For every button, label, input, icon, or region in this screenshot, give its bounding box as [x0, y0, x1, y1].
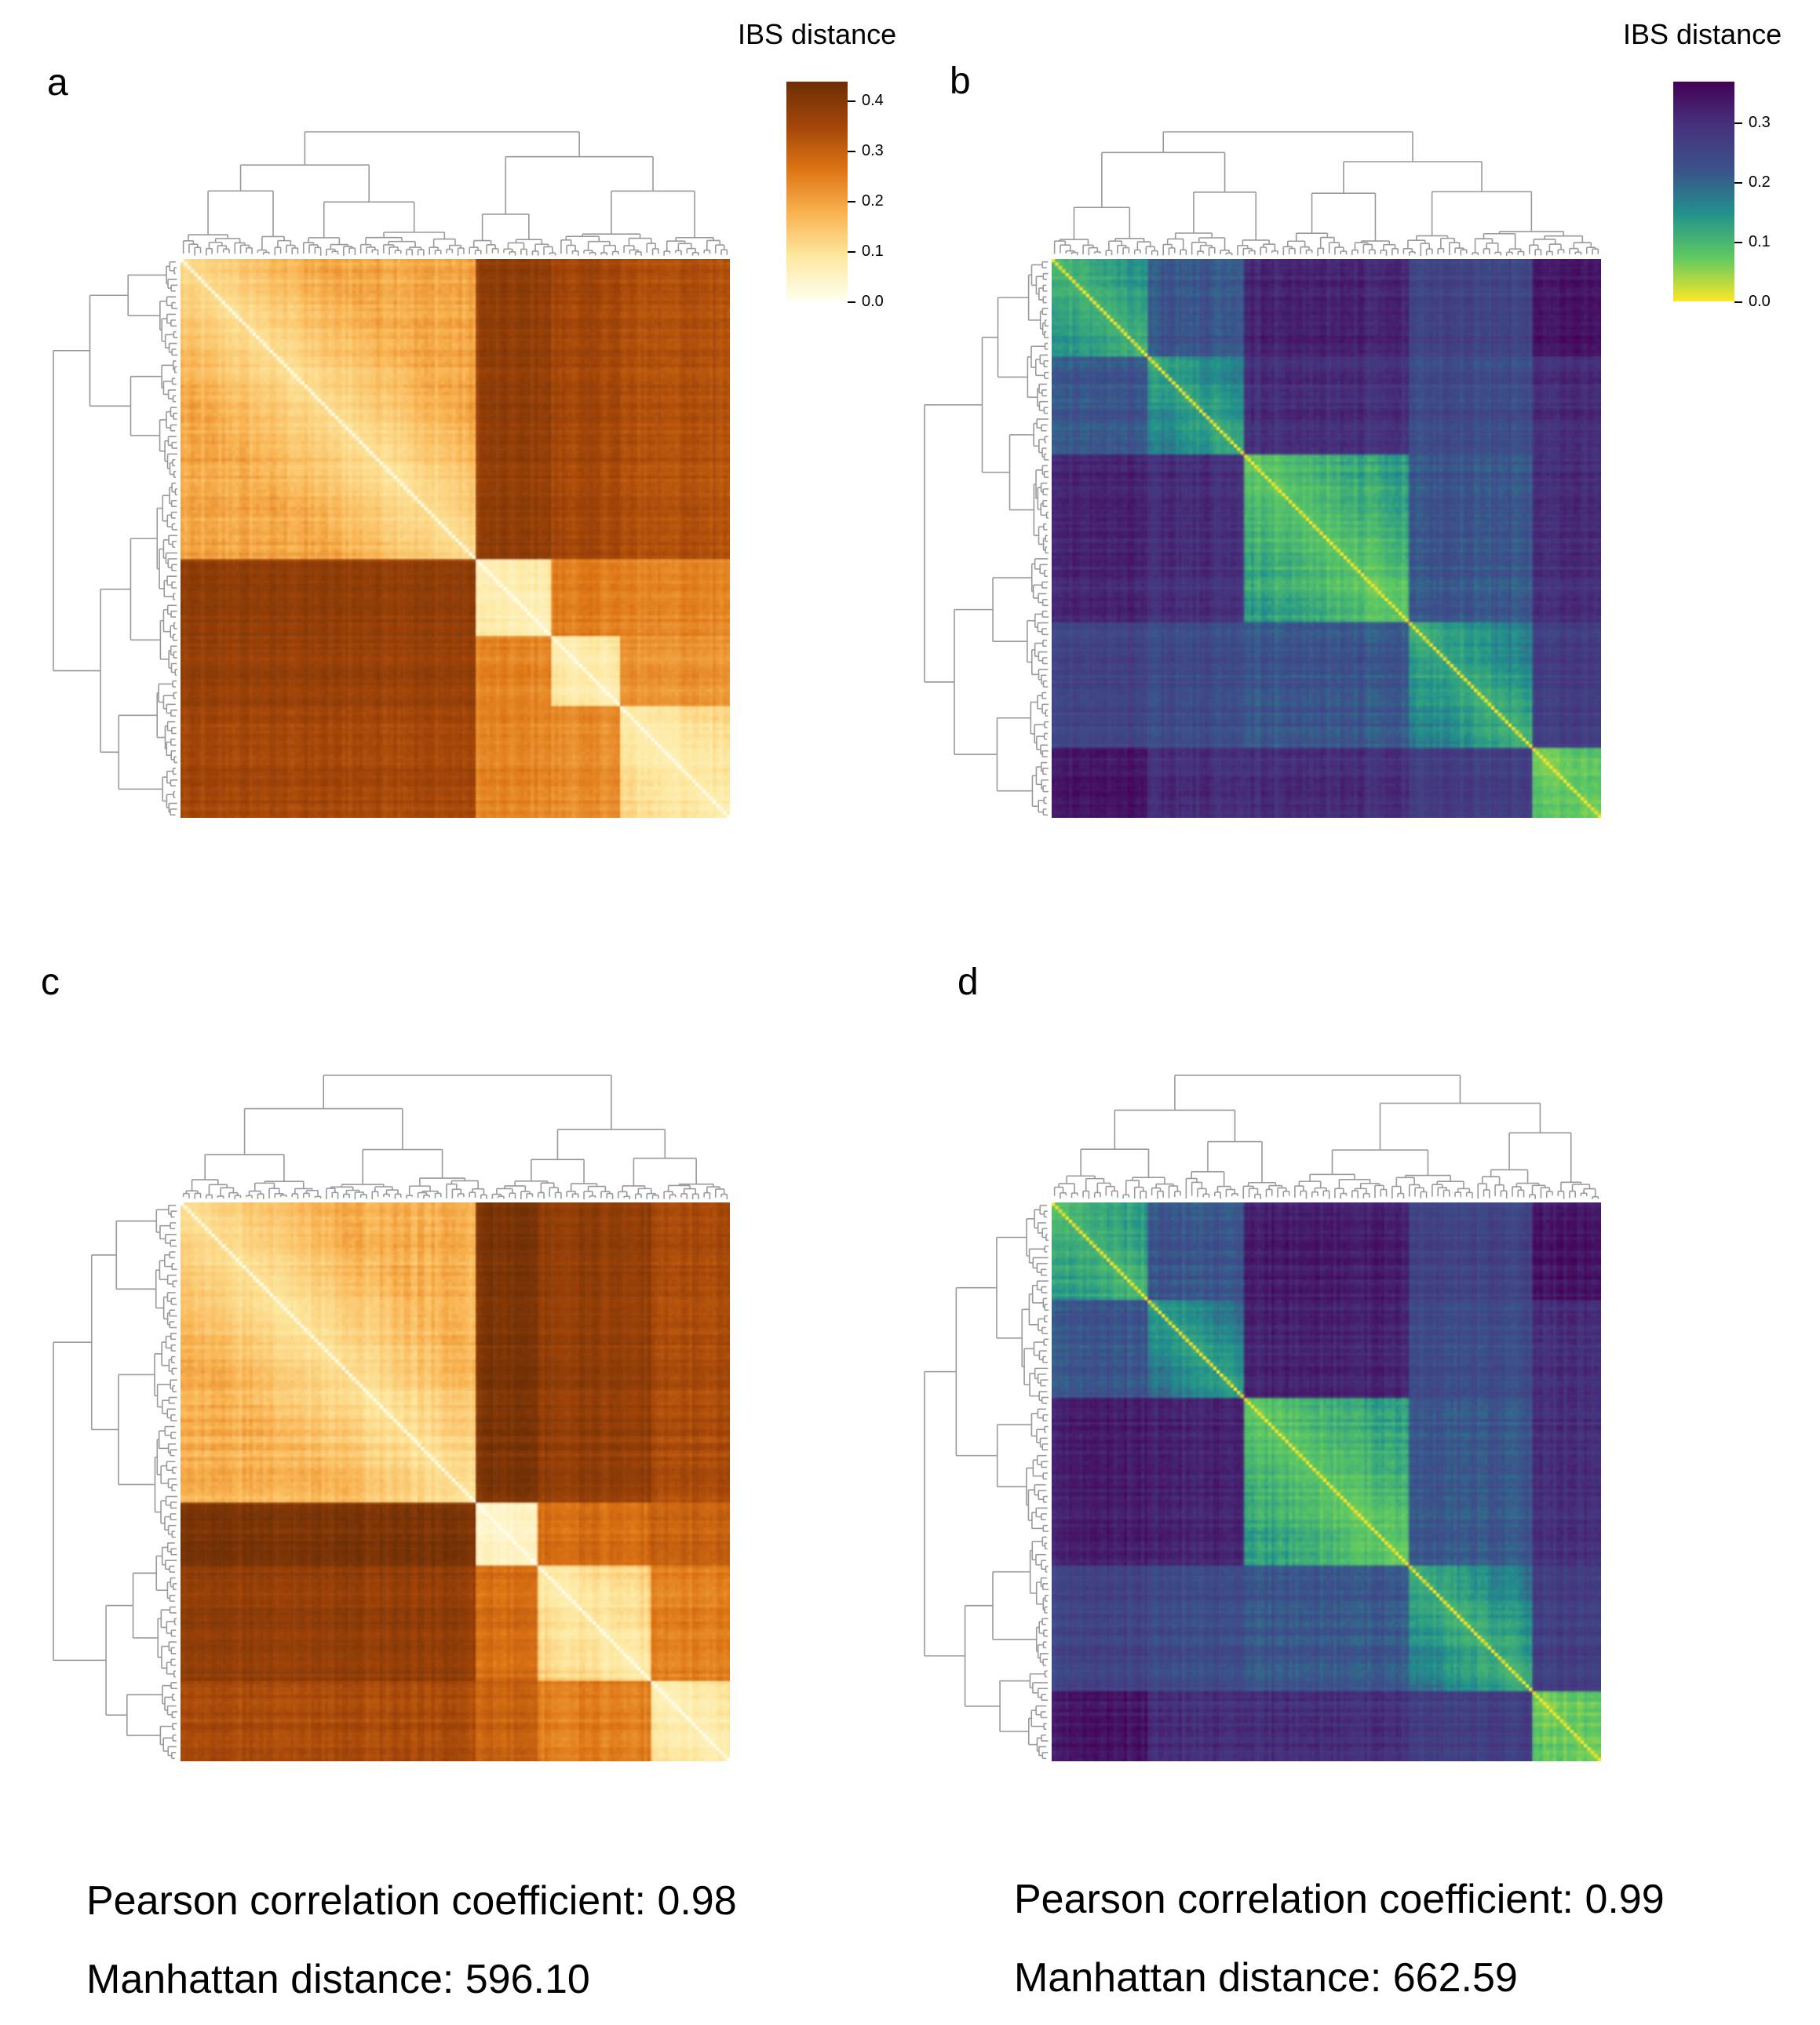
- heatmap-b: [1052, 259, 1601, 818]
- column-dendrogram-c: [182, 1075, 728, 1200]
- colorbar-title-right: IBS distance: [1623, 18, 1782, 50]
- colorbar-tick-right-0: 0.3: [1734, 115, 1771, 130]
- panel-label-d: d: [957, 961, 979, 1003]
- colorbar-tick-left-0: 0.4: [848, 93, 884, 108]
- panel-label-c: c: [41, 961, 60, 1003]
- manhattan-right: Manhattan distance: 662.59: [1014, 1955, 1518, 2001]
- colorbar-tick-left-2: 0.2: [848, 193, 884, 209]
- colorbar-tick-left-3: 0.1: [848, 243, 884, 259]
- pearson-left: Pearson correlation coefficient: 0.98: [86, 1878, 737, 1924]
- colorbar-tick-right-1: 0.2: [1734, 174, 1771, 190]
- row-dendrogram-b: [924, 261, 1049, 816]
- colorbar-tick-right-2: 0.1: [1734, 234, 1771, 250]
- colorbar-tick-left-1: 0.3: [848, 143, 884, 159]
- heatmap-d: [1052, 1202, 1601, 1761]
- colorbar-title-left: IBS distance: [738, 18, 897, 50]
- column-dendrogram-b: [1053, 131, 1599, 257]
- colorbar-left: [786, 82, 848, 301]
- panel-label-b: b: [950, 60, 971, 102]
- panel-label-a: a: [47, 62, 68, 104]
- colorbar-tick-left-4: 0.0: [848, 294, 884, 309]
- column-dendrogram-a: [182, 131, 728, 256]
- row-dendrogram-a: [53, 261, 178, 816]
- column-dendrogram-d: [1053, 1075, 1599, 1199]
- colorbar-right: [1673, 82, 1734, 301]
- pearson-right: Pearson correlation coefficient: 0.99: [1014, 1877, 1665, 1922]
- heatmap-a: [181, 259, 730, 818]
- colorbar-tick-right-3: 0.0: [1734, 294, 1771, 309]
- heatmap-c: [181, 1202, 730, 1761]
- manhattan-left: Manhattan distance: 596.10: [86, 1957, 590, 2002]
- row-dendrogram-d: [924, 1204, 1049, 1760]
- row-dendrogram-c: [53, 1204, 178, 1760]
